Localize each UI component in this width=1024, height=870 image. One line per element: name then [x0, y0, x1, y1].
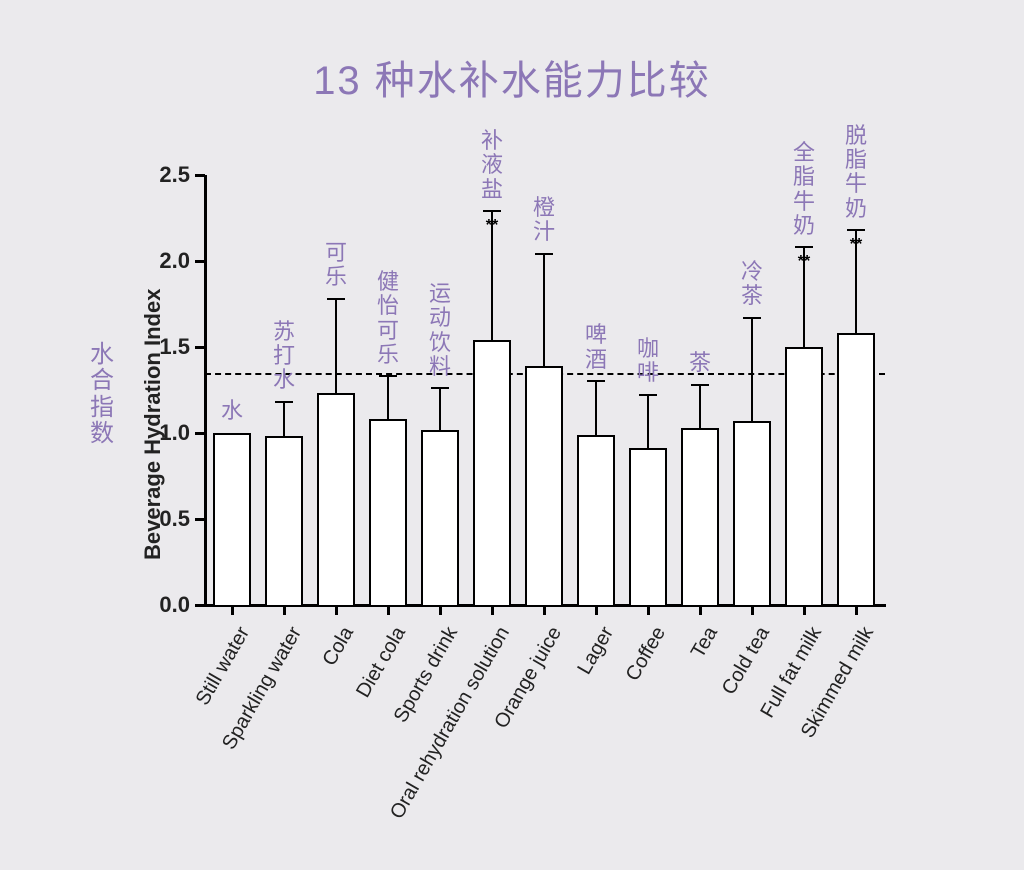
x-tick [647, 605, 650, 615]
y-axis-line [204, 175, 207, 605]
error-bar [595, 381, 597, 434]
bar-annotation-cn: 全脂牛奶 [793, 141, 815, 238]
bar [785, 347, 823, 605]
x-tick [595, 605, 598, 615]
bar [473, 340, 511, 605]
chart-title: 13 种水补水能力比较 [0, 48, 1024, 106]
significance-marker: ** [794, 253, 814, 271]
error-cap [379, 375, 397, 377]
x-axis-label: Cold tea [718, 623, 775, 699]
error-cap [431, 387, 449, 389]
error-cap [327, 298, 345, 300]
significance-marker: ** [846, 236, 866, 254]
bar [681, 428, 719, 605]
error-cap [743, 317, 761, 319]
bar-annotation-cn: 可乐 [325, 241, 347, 289]
y-tick-label: 1.0 [145, 420, 190, 446]
bar-annotation-cn: 补液盐 [481, 129, 503, 202]
error-bar [439, 388, 441, 429]
error-cap [483, 210, 501, 212]
y-tick [195, 518, 205, 521]
x-tick [439, 605, 442, 615]
y-tick [195, 260, 205, 263]
x-tick [387, 605, 390, 615]
y-tick-label: 1.5 [145, 334, 190, 360]
bar [629, 448, 667, 605]
bar [369, 419, 407, 605]
y-tick-label: 0.5 [145, 506, 190, 532]
x-tick [231, 605, 234, 615]
x-tick [699, 605, 702, 615]
x-axis-label: Tea [687, 623, 723, 662]
error-cap [795, 246, 813, 248]
bar-annotation-cn: 冷茶 [741, 260, 763, 308]
x-tick [751, 605, 754, 615]
bar [421, 430, 459, 605]
error-bar [543, 254, 545, 366]
error-cap [639, 394, 657, 396]
x-tick [335, 605, 338, 615]
error-bar [699, 385, 701, 428]
error-bar [283, 402, 285, 436]
bar-annotation-cn: 运动饮料 [429, 282, 451, 379]
x-tick [803, 605, 806, 615]
x-tick [491, 605, 494, 615]
error-cap [847, 229, 865, 231]
y-tick-label: 2.0 [145, 248, 190, 274]
y-tick [195, 346, 205, 349]
bar-annotation-cn: 茶 [689, 351, 711, 375]
x-tick [543, 605, 546, 615]
bar [837, 333, 875, 605]
significance-marker: ** [482, 217, 502, 235]
chart-canvas: 13 种水补水能力比较 水合指数 Beverage Hydration Inde… [0, 0, 1024, 870]
y-tick-label: 0.0 [145, 592, 190, 618]
error-cap [691, 384, 709, 386]
bar-annotation-cn: 水 [221, 399, 243, 423]
bar-annotation-cn: 橙汁 [533, 196, 555, 244]
error-bar [751, 318, 753, 421]
bar-annotation-cn: 啤酒 [585, 323, 607, 371]
y-tick-label: 2.5 [145, 162, 190, 188]
error-cap [587, 380, 605, 382]
bar-annotation-cn: 咖啡 [637, 337, 659, 385]
error-bar [387, 376, 389, 419]
y-tick [195, 604, 205, 607]
bar [577, 435, 615, 605]
x-tick [855, 605, 858, 615]
x-axis-label: Cola [318, 623, 358, 670]
bar [213, 433, 251, 605]
error-bar [647, 395, 649, 448]
bar-annotation-cn: 苏打水 [273, 320, 295, 393]
error-bar [335, 299, 337, 394]
y-axis-label-cn: 水合指数 [90, 342, 114, 448]
bar [265, 436, 303, 605]
bar-annotation-cn: 健怡可乐 [377, 270, 399, 367]
x-axis-label: Lager [573, 623, 618, 679]
plot-area: 0.00.51.01.52.02.5Still water水Sparkling … [205, 175, 885, 605]
bar [733, 421, 771, 605]
error-cap [535, 253, 553, 255]
y-tick [195, 432, 205, 435]
x-axis-label: Diet cola [352, 623, 411, 702]
y-tick [195, 174, 205, 177]
error-cap [275, 401, 293, 403]
bar [317, 393, 355, 605]
x-axis-label: Coffee [622, 623, 671, 685]
bar [525, 366, 563, 605]
x-tick [283, 605, 286, 615]
bar-annotation-cn: 脱脂牛奶 [845, 124, 867, 221]
